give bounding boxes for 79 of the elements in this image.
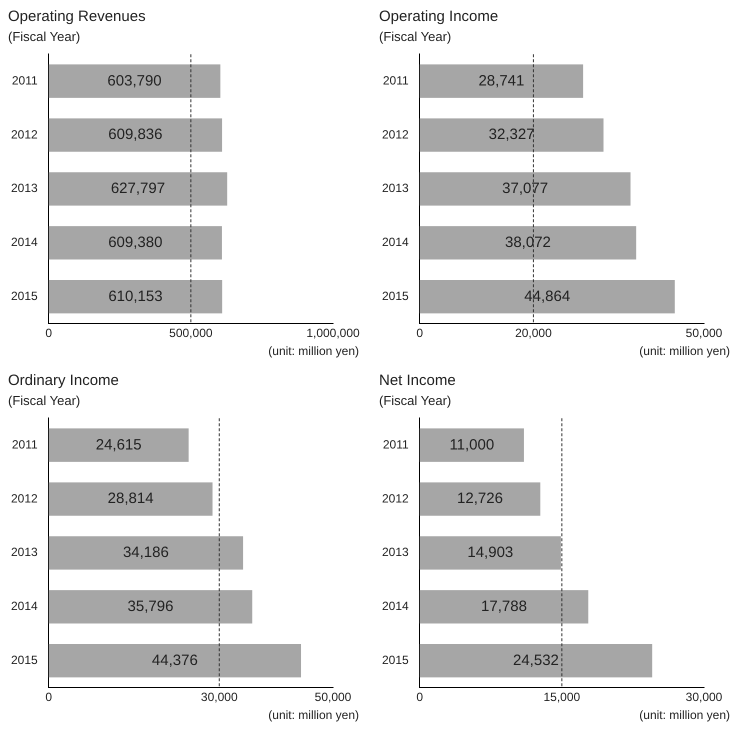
text: (unit: million yen)	[638, 344, 731, 358]
text: (unit: million yen)	[638, 708, 731, 722]
chart-title: Ordinary Income	[8, 372, 120, 389]
y-axis-title: (Fiscal Year)	[8, 393, 82, 408]
y-tick-label: 2013	[382, 181, 410, 196]
y-tick-label: 2012	[382, 127, 410, 142]
data-label: 609,380	[108, 234, 162, 251]
data-label: 17,788	[481, 598, 527, 615]
data-label: 38,072	[504, 234, 551, 251]
chart-title: Operating Income	[379, 8, 500, 25]
x-tick-label: 30,000	[686, 690, 723, 704]
data-label: 32,327	[488, 126, 535, 144]
data-label: 44,376	[152, 652, 198, 669]
y-tick-label: 2012	[10, 127, 38, 142]
x-tick-label: 0	[45, 326, 52, 340]
y-tick-label: 2013	[382, 545, 410, 560]
x-tick-label: 0	[45, 690, 52, 704]
data-label: 34,186	[122, 544, 169, 562]
x-tick-label: 50,000	[686, 326, 723, 340]
data-label: 44,864	[524, 288, 570, 305]
chart-title: Net Income	[379, 372, 457, 389]
text: (unit: million yen)	[267, 344, 360, 358]
bar	[48, 482, 213, 516]
y-tick-label: 2011	[12, 437, 38, 452]
bar	[420, 428, 524, 462]
x-tick-label: 50,000	[314, 690, 352, 704]
data-label: 28,741	[478, 72, 524, 90]
data-label: 28,814	[108, 490, 154, 508]
bar	[48, 644, 302, 678]
data-label: 12,726	[457, 490, 503, 508]
data-label: 610,153	[108, 288, 163, 305]
bar	[420, 590, 588, 624]
x-tick-label: 30,000	[200, 690, 238, 704]
bar	[48, 590, 252, 624]
bar	[420, 644, 652, 678]
bar	[48, 536, 244, 570]
y-tick-label: 2014	[10, 235, 38, 250]
y-axis-title: (Fiscal Year)	[379, 393, 452, 408]
data-label: 35,796	[128, 598, 174, 615]
chart-title: Operating Revenues	[8, 8, 147, 25]
y-tick-label: 2011	[382, 437, 410, 452]
data-label: 11,000	[449, 436, 494, 454]
y-tick-label: 2014	[382, 235, 410, 250]
y-tick-label: 2015	[382, 652, 410, 667]
bar	[420, 172, 631, 206]
x-tick-label: 0	[416, 326, 424, 340]
data-label: 24,532	[512, 652, 559, 669]
data-label: 609,836	[108, 126, 162, 144]
y-tick-label: 2013	[10, 545, 38, 560]
y-tick-label: 2013	[10, 181, 38, 196]
bar	[420, 280, 675, 314]
y-tick-label: 2014	[10, 599, 38, 614]
text: (unit: million yen)	[267, 708, 360, 722]
bar	[420, 536, 561, 570]
x-tick-label: 1,000,000	[306, 326, 360, 340]
y-tick-label: 2015	[10, 652, 38, 667]
data-label: 627,797	[110, 180, 166, 198]
data-label: 24,615	[96, 436, 142, 454]
x-tick-label: 500,000	[169, 326, 213, 340]
y-tick-label: 2014	[382, 599, 410, 614]
data-label: 37,077	[502, 180, 548, 198]
data-label: 14,903	[467, 544, 514, 562]
y-tick-label: 2012	[10, 491, 38, 506]
y-tick-label: 2015	[10, 288, 38, 303]
bar	[48, 428, 189, 462]
bar	[420, 64, 584, 98]
y-axis-title: (Fiscal Year)	[379, 29, 452, 44]
y-axis-title: (Fiscal Year)	[8, 29, 82, 44]
x-tick-label: 20,000	[515, 326, 552, 340]
bar	[420, 482, 540, 516]
data-label: 603,790	[107, 72, 162, 90]
x-tick-label: 0	[416, 690, 424, 704]
y-tick-label: 2015	[382, 288, 410, 303]
bar	[420, 118, 604, 152]
y-tick-label: 2012	[382, 491, 410, 506]
bar	[420, 226, 636, 260]
y-tick-label: 2011	[12, 73, 38, 88]
x-tick-label: 15,000	[543, 690, 581, 704]
y-tick-label: 2011	[382, 73, 410, 88]
